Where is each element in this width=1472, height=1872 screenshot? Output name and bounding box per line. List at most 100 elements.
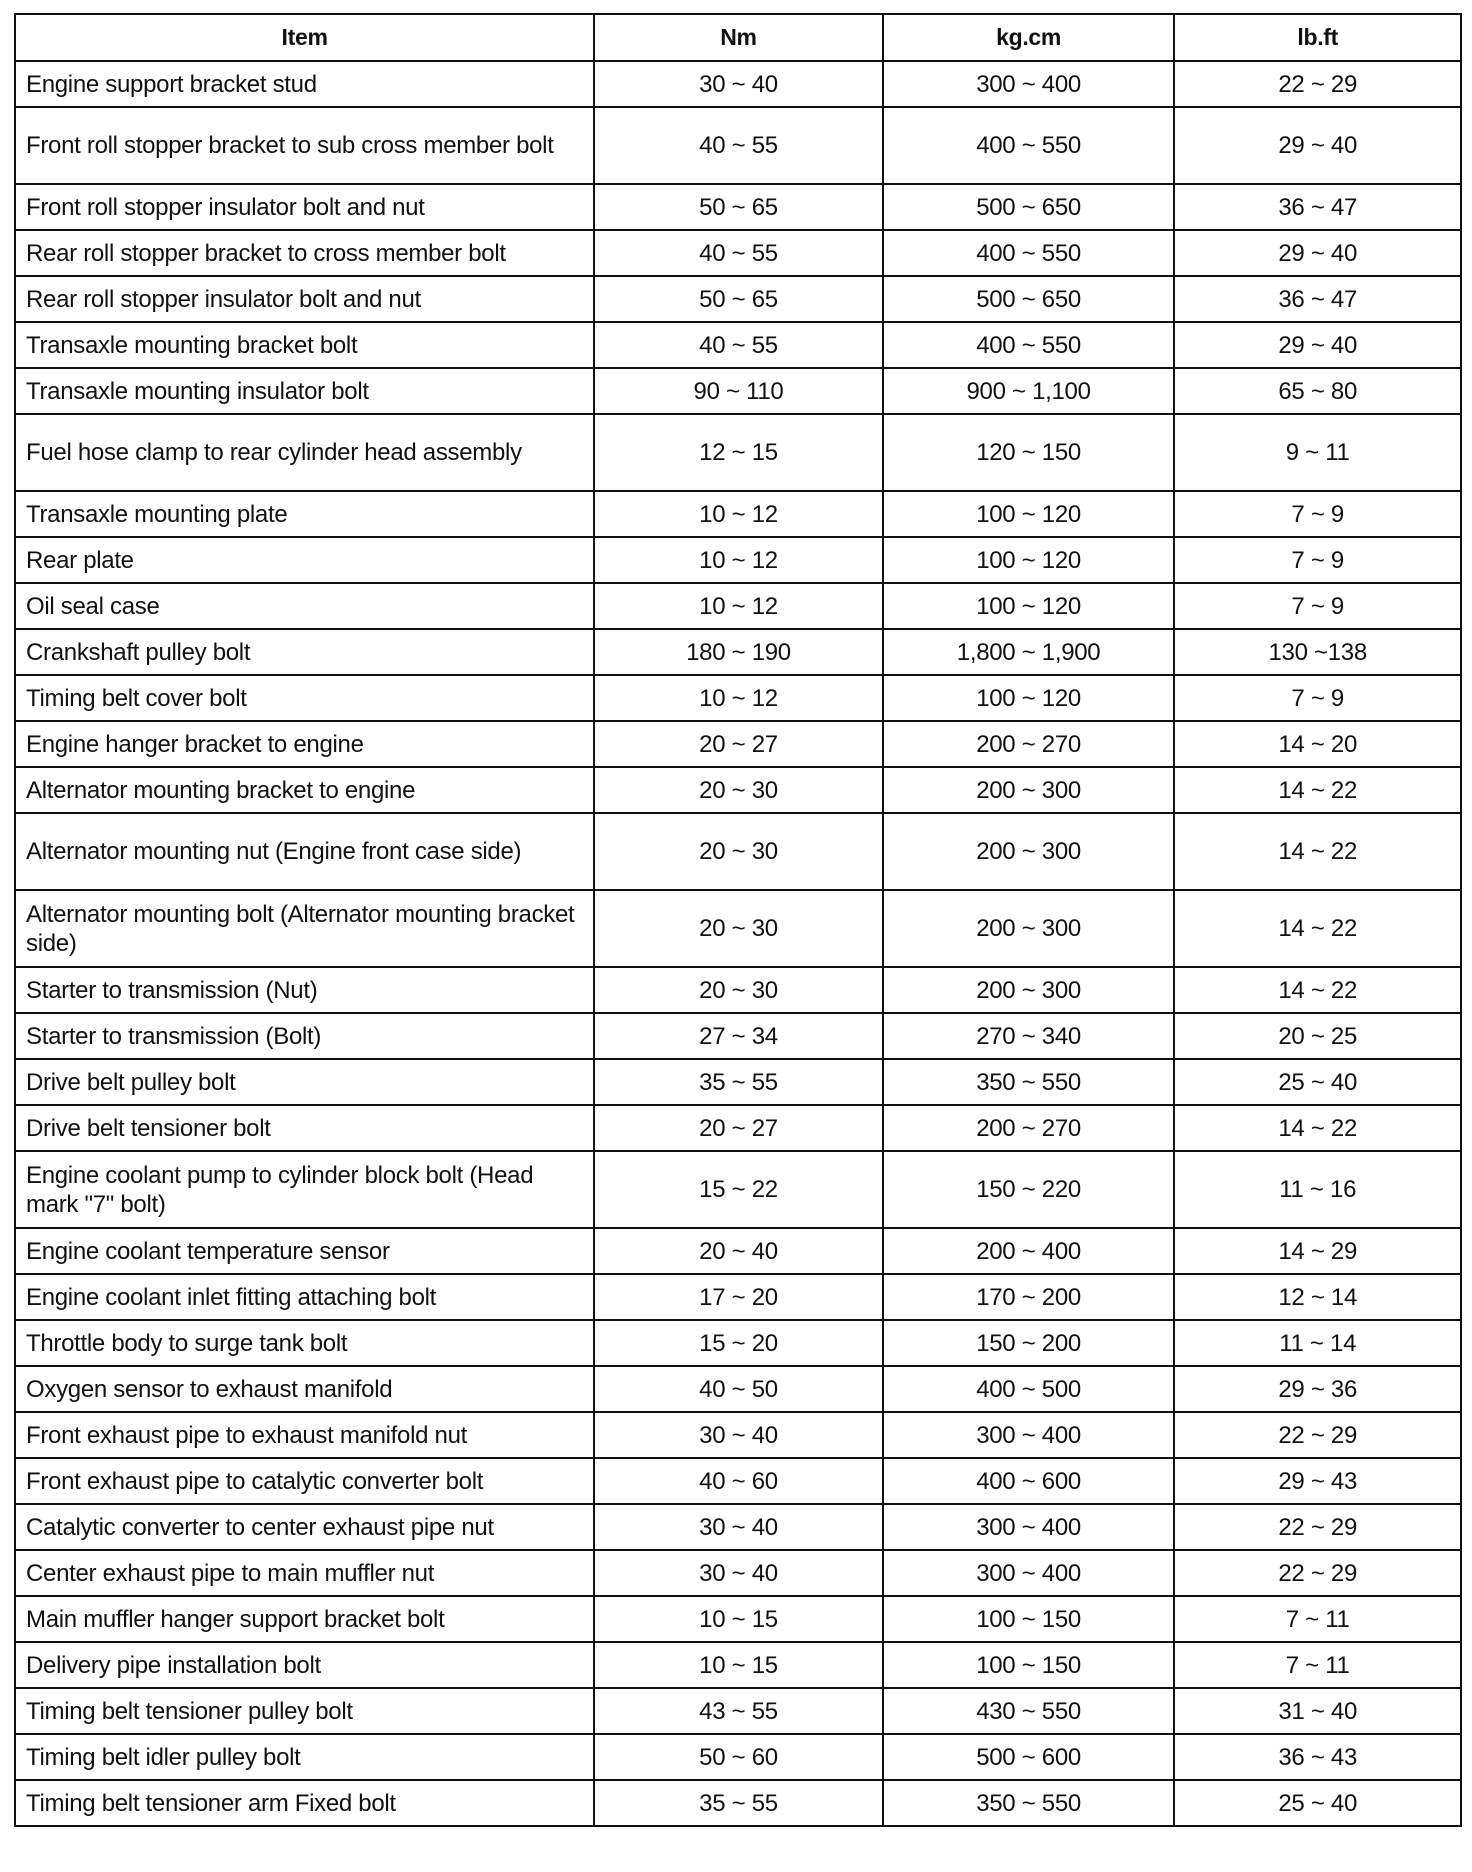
kgcm-cell: 120 ~ 150 [881,413,1176,492]
kgcm-cell: 350 ~ 550 [881,1058,1176,1106]
item-cell: Rear plate [13,536,596,584]
lbft-cell: 12 ~ 14 [1173,1273,1462,1321]
lbft-cell: 29 ~ 40 [1173,321,1462,369]
nm-cell: 50 ~ 65 [593,183,884,231]
item-cell: Delivery pipe installation bolt [13,1641,596,1689]
kgcm-cell: 100 ~ 120 [881,674,1176,722]
kgcm-cell: 200 ~ 300 [881,766,1176,814]
kgcm-cell: 270 ~ 340 [881,1012,1176,1060]
nm-cell: 27 ~ 34 [593,1012,884,1060]
table-row: Crankshaft pulley bolt 180 ~ 190 1,800 ~ 1… [13,628,1462,676]
kgcm-cell: 150 ~ 220 [881,1150,1176,1229]
header-nm: Nm [593,13,884,62]
nm-cell: 20 ~ 30 [593,966,884,1014]
kgcm-cell: 100 ~ 120 [881,490,1176,538]
table-row: Alternator mounting bolt (Alternator mou… [13,889,1462,968]
kgcm-cell: 350 ~ 550 [881,1779,1176,1827]
kgcm-cell: 300 ~ 400 [881,1549,1176,1597]
lbft-cell: 22 ~ 29 [1173,1411,1462,1459]
lbft-cell: 14 ~ 22 [1173,812,1462,891]
table-row: Timing belt idler pulley bolt 50 ~ 60 500 … [13,1733,1462,1781]
table-row: Fuel hose clamp to rear cylinder head as… [13,413,1462,492]
nm-cell: 10 ~ 15 [593,1595,884,1643]
lbft-cell: 130 ~138 [1173,628,1462,676]
table-row: Timing belt tensioner pulley bolt 43 ~ 55… [13,1687,1462,1735]
kgcm-cell: 400 ~ 500 [881,1365,1176,1413]
lbft-cell: 29 ~ 43 [1173,1457,1462,1505]
lbft-cell: 36 ~ 47 [1173,183,1462,231]
kgcm-cell: 200 ~ 270 [881,720,1176,768]
nm-cell: 15 ~ 20 [593,1319,884,1367]
table-row: Engine coolant inlet fitting attaching b… [13,1273,1462,1321]
nm-cell: 30 ~ 40 [593,1503,884,1551]
kgcm-cell: 400 ~ 550 [881,106,1176,185]
nm-cell: 50 ~ 65 [593,275,884,323]
table-row: Starter to transmission (Nut) 20 ~ 30 200 … [13,966,1462,1014]
table-row: Drive belt tensioner bolt 20 ~ 27 200 ~ 27… [13,1104,1462,1152]
table-row: Rear plate 10 ~ 12 100 ~ 120 7 ~ 9 [13,536,1462,584]
item-cell: Engine support bracket stud [13,60,596,108]
table-row: Starter to transmission (Bolt) 27 ~ 34 270… [13,1012,1462,1060]
header-lbft: lb.ft [1173,13,1462,62]
nm-cell: 40 ~ 55 [593,229,884,277]
item-cell: Engine coolant temperature sensor [13,1227,596,1275]
item-cell: Alternator mounting bracket to engine [13,766,596,814]
table-row: Front exhaust pipe to catalytic converte… [13,1457,1462,1505]
kgcm-cell: 400 ~ 550 [881,321,1176,369]
kgcm-cell: 500 ~ 600 [881,1733,1176,1781]
nm-cell: 40 ~ 60 [593,1457,884,1505]
lbft-cell: 11 ~ 14 [1173,1319,1462,1367]
kgcm-cell: 300 ~ 400 [881,1411,1176,1459]
lbft-cell: 29 ~ 36 [1173,1365,1462,1413]
table-row: Delivery pipe installation bolt 10 ~ 15 10… [13,1641,1462,1689]
table-row: Timing belt tensioner arm Fixed bolt 35 ~… [13,1779,1462,1827]
kgcm-cell: 200 ~ 400 [881,1227,1176,1275]
kgcm-cell: 150 ~ 200 [881,1319,1176,1367]
lbft-cell: 31 ~ 40 [1173,1687,1462,1735]
item-cell: Front exhaust pipe to exhaust manifold n… [13,1411,596,1459]
nm-cell: 15 ~ 22 [593,1150,884,1229]
nm-cell: 10 ~ 15 [593,1641,884,1689]
table-row: Rear roll stopper insulator bolt and nut… [13,275,1462,323]
kgcm-cell: 200 ~ 300 [881,966,1176,1014]
kgcm-cell: 400 ~ 550 [881,229,1176,277]
lbft-cell: 11 ~ 16 [1173,1150,1462,1229]
table-row: Throttle body to surge tank bolt 15 ~ 20 1… [13,1319,1462,1367]
nm-cell: 35 ~ 55 [593,1058,884,1106]
item-cell: Catalytic converter to center exhaust pi… [13,1503,596,1551]
lbft-cell: 7 ~ 11 [1173,1595,1462,1643]
item-cell: Engine coolant pump to cylinder block bo… [13,1150,596,1229]
header-item: Item [13,13,596,62]
kgcm-cell: 300 ~ 400 [881,1503,1176,1551]
kgcm-cell: 900 ~ 1,100 [881,367,1176,415]
item-cell: Transaxle mounting bracket bolt [13,321,596,369]
lbft-cell: 14 ~ 22 [1173,1104,1462,1152]
item-cell: Crankshaft pulley bolt [13,628,596,676]
nm-cell: 40 ~ 50 [593,1365,884,1413]
lbft-cell: 7 ~ 9 [1173,536,1462,584]
kgcm-cell: 100 ~ 120 [881,536,1176,584]
nm-cell: 10 ~ 12 [593,582,884,630]
item-cell: Starter to transmission (Nut) [13,966,596,1014]
table-row: Transaxle mounting plate 10 ~ 12 100 ~ 120… [13,490,1462,538]
nm-cell: 30 ~ 40 [593,1411,884,1459]
table-row: Front roll stopper insulator bolt and nu… [13,183,1462,231]
kgcm-cell: 500 ~ 650 [881,183,1176,231]
item-cell: Alternator mounting nut (Engine front ca… [13,812,596,891]
lbft-cell: 36 ~ 47 [1173,275,1462,323]
item-cell: Engine coolant inlet fitting attaching b… [13,1273,596,1321]
item-cell: Center exhaust pipe to main muffler nut [13,1549,596,1597]
lbft-cell: 7 ~ 9 [1173,674,1462,722]
table-row: Engine coolant pump to cylinder block bo… [13,1150,1462,1229]
table-row: Alternator mounting nut (Engine front ca… [13,812,1462,891]
item-cell: Timing belt cover bolt [13,674,596,722]
lbft-cell: 9 ~ 11 [1173,413,1462,492]
lbft-cell: 14 ~ 20 [1173,720,1462,768]
table-row: Catalytic converter to center exhaust pi… [13,1503,1462,1551]
table-row: Front roll stopper bracket to sub cross … [13,106,1462,185]
item-cell: Timing belt tensioner pulley bolt [13,1687,596,1735]
table-row: Oxygen sensor to exhaust manifold 40 ~ 50… [13,1365,1462,1413]
nm-cell: 30 ~ 40 [593,60,884,108]
torque-spec-table: Item Nm kg.cm lb.ft Engine support brack… [13,13,1462,1827]
item-cell: Transaxle mounting insulator bolt [13,367,596,415]
